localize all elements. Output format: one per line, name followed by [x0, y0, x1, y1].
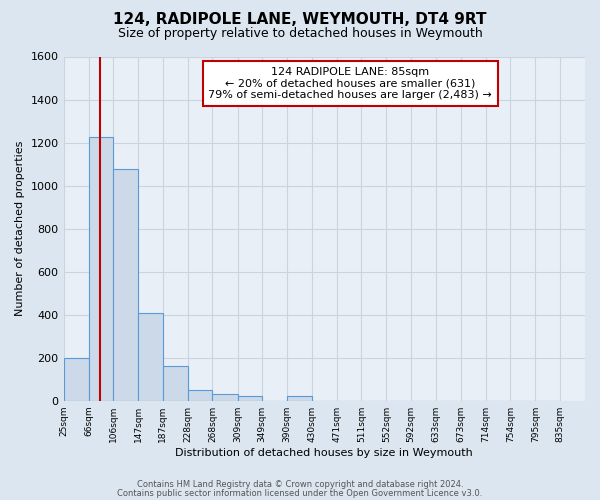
Bar: [113, 170, 138, 400]
Bar: [188, 390, 212, 400]
X-axis label: Distribution of detached houses by size in Weymouth: Distribution of detached houses by size …: [175, 448, 473, 458]
Bar: [89, 137, 113, 400]
Text: Contains HM Land Registry data © Crown copyright and database right 2024.: Contains HM Land Registry data © Crown c…: [137, 480, 463, 489]
Bar: [287, 396, 312, 400]
Y-axis label: Number of detached properties: Number of detached properties: [15, 141, 25, 316]
Text: 124 RADIPOLE LANE: 85sqm
← 20% of detached houses are smaller (631)
79% of semi-: 124 RADIPOLE LANE: 85sqm ← 20% of detach…: [208, 67, 492, 100]
Text: Size of property relative to detached houses in Weymouth: Size of property relative to detached ho…: [118, 28, 482, 40]
Bar: [64, 358, 89, 401]
Bar: [138, 312, 163, 400]
Bar: [163, 366, 188, 400]
Text: Contains public sector information licensed under the Open Government Licence v3: Contains public sector information licen…: [118, 488, 482, 498]
Bar: [238, 396, 262, 400]
Text: 124, RADIPOLE LANE, WEYMOUTH, DT4 9RT: 124, RADIPOLE LANE, WEYMOUTH, DT4 9RT: [113, 12, 487, 28]
Bar: [212, 394, 238, 400]
